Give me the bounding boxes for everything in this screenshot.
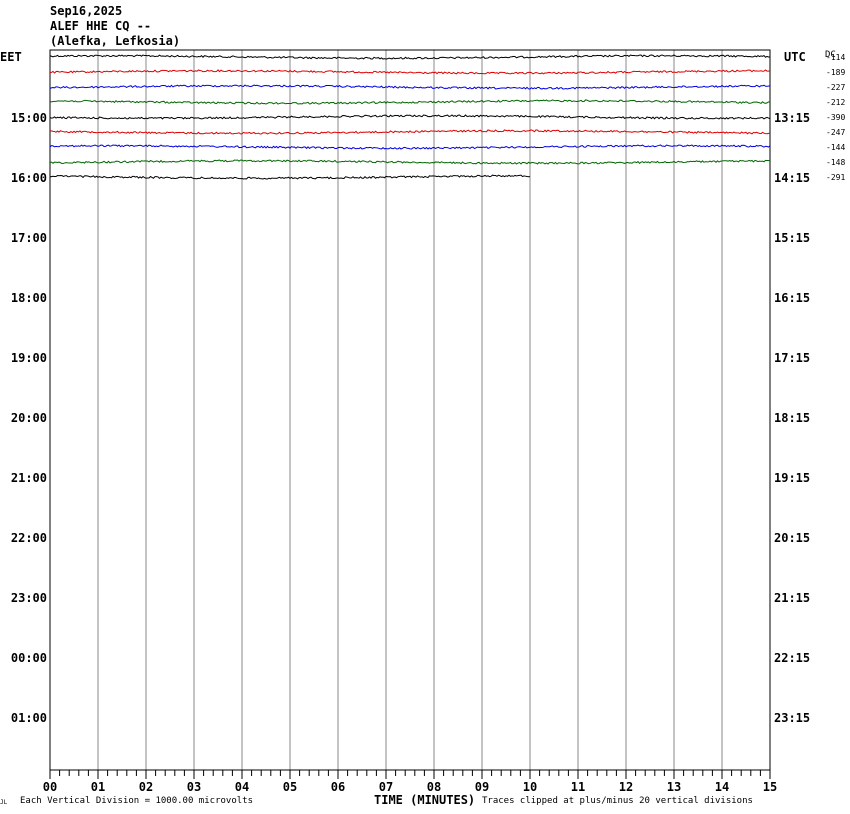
right-hour-label: 19:15: [774, 471, 810, 485]
left-hour-label: 17:00: [11, 231, 47, 245]
seismic-trace: [49, 69, 771, 75]
left-hour-label: 21:00: [11, 471, 47, 485]
dc-offset-value: -189: [826, 68, 845, 77]
left-timezone-label: EET: [0, 50, 22, 64]
left-hour-label: 15:00: [11, 111, 47, 125]
x-tick-label: 05: [283, 780, 297, 794]
right-hour-label: 18:15: [774, 411, 810, 425]
dc-offset-value: -212: [826, 98, 845, 107]
x-tick-label: 12: [619, 780, 633, 794]
right-hour-label: 14:15: [774, 171, 810, 185]
x-tick-label: 03: [187, 780, 201, 794]
seismic-trace: [49, 99, 771, 105]
left-hour-label: 20:00: [11, 411, 47, 425]
x-tick-label: 01: [91, 780, 105, 794]
x-tick-label: 07: [379, 780, 393, 794]
seismic-trace: [49, 159, 771, 165]
right-hour-label: 13:15: [774, 111, 810, 125]
plot-date: Sep16,2025: [50, 4, 123, 18]
corner-mark: JL: [0, 799, 8, 806]
x-tick-label: 11: [571, 780, 585, 794]
plot-frame: [49, 49, 771, 771]
x-tick-label: 08: [427, 780, 441, 794]
left-hour-label: 00:00: [11, 651, 47, 665]
dc-offset-value: -148: [826, 158, 845, 167]
x-tick-label: 15: [763, 780, 777, 794]
left-hour-label: 22:00: [11, 531, 47, 545]
dc-offset-value: -390: [826, 113, 845, 122]
clip-note: Traces clipped at plus/minus 20 vertical…: [482, 796, 753, 806]
dc-offset-value: -114: [826, 53, 845, 62]
x-tick-label: 09: [475, 780, 489, 794]
right-hour-label: 17:15: [774, 351, 810, 365]
seismic-trace: [49, 84, 771, 90]
x-tick-label: 00: [43, 780, 57, 794]
right-hour-label: 21:15: [774, 591, 810, 605]
seismic-trace: [49, 129, 771, 135]
left-hour-label: 18:00: [11, 291, 47, 305]
right-hour-label: 22:15: [774, 651, 810, 665]
dc-offset-value: -144: [826, 143, 845, 152]
left-hour-label: 19:00: [11, 351, 47, 365]
dc-offset-header: DC: [825, 50, 836, 60]
x-tick-label: 06: [331, 780, 345, 794]
x-tick-label: 02: [139, 780, 153, 794]
scale-note: Each Vertical Division = 1000.00 microvo…: [20, 796, 253, 806]
dc-offset-value: -291: [826, 173, 845, 182]
x-tick-label: 13: [667, 780, 681, 794]
x-axis-title: TIME (MINUTES): [374, 793, 476, 807]
x-tick-label: 10: [523, 780, 537, 794]
left-hour-label: 01:00: [11, 711, 47, 725]
x-tick-label: 14: [715, 780, 729, 794]
seismic-trace: [49, 144, 771, 150]
station-location: (Alefka, Lefkosia): [50, 34, 181, 48]
right-hour-label: 16:15: [774, 291, 810, 305]
seismic-trace: [49, 114, 771, 120]
right-hour-label: 15:15: [774, 231, 810, 245]
right-hour-label: 23:15: [774, 711, 810, 725]
dc-offset-value: -227: [826, 83, 845, 92]
dc-offset-value: -247: [826, 128, 845, 137]
seismic-trace: [49, 54, 771, 60]
station-code: ALEF HHE CQ --: [50, 19, 152, 33]
right-timezone-label: UTC: [784, 50, 806, 64]
left-hour-label: 23:00: [11, 591, 47, 605]
x-tick-label: 04: [235, 780, 249, 794]
seismic-trace: [49, 174, 531, 180]
right-hour-label: 20:15: [774, 531, 810, 545]
left-hour-label: 16:00: [11, 171, 47, 185]
